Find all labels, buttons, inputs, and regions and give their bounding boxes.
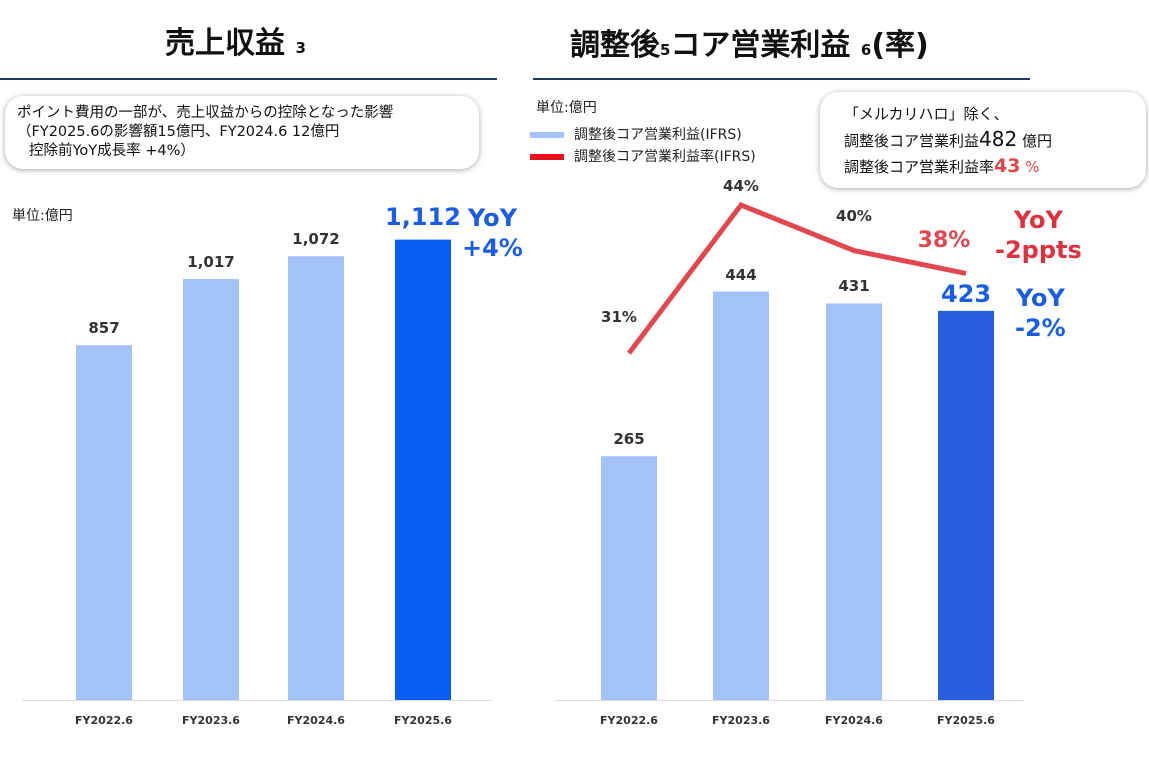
data-label: 1,112 <box>385 202 461 231</box>
data-label: 1,017 <box>187 252 235 271</box>
data-label: 1,072 <box>292 230 340 249</box>
data-label: 423 <box>940 279 992 308</box>
x-tick-label: FY2025.6 <box>394 714 452 727</box>
x-tick-label: FY2024.6 <box>825 714 883 727</box>
x-tick-label: FY2023.6 <box>712 714 770 727</box>
core-op-title: 調整後5コア営業利益 6(率) <box>570 28 929 63</box>
bar-FY2023.6 <box>713 291 769 700</box>
rate-yoy: YoY -2ppts <box>995 206 1082 264</box>
revenue-yoy: YoY +4% <box>462 204 523 262</box>
bar-FY2022.6 <box>601 456 657 700</box>
data-label: 444 <box>725 265 757 284</box>
legend: 調整後コア営業利益(IFRS) 調整後コア営業利益率(IFRS) <box>530 124 756 168</box>
x-tick-label: FY2024.6 <box>287 714 345 727</box>
title-rule <box>533 78 1030 80</box>
bar-FY2024.6 <box>288 256 344 700</box>
bar-FY2023.6 <box>183 278 239 700</box>
bar-FY2024.6 <box>826 303 882 700</box>
x-tick-label: FY2025.6 <box>937 714 995 727</box>
legend-item-line: 調整後コア営業利益率(IFRS) <box>530 146 756 168</box>
unit-label: 単位:億円 <box>536 100 597 116</box>
data-label: 265 <box>613 430 645 449</box>
bar-FY2025.6 <box>395 239 451 700</box>
data-label: 431 <box>838 277 870 296</box>
legend-item-bar: 調整後コア営業利益(IFRS) <box>530 124 756 146</box>
title-rule <box>0 78 497 80</box>
x-axis <box>555 700 1025 701</box>
rate-label: 40% <box>836 206 872 225</box>
x-tick-label: FY2023.6 <box>182 714 240 727</box>
rate-label: 38% <box>917 228 971 254</box>
bar-FY2022.6 <box>76 345 132 700</box>
op-yoy: YoY -2% <box>1015 284 1066 342</box>
unit-label: 単位:億円 <box>12 208 73 224</box>
bar-FY2025.6 <box>938 310 994 700</box>
revenue-title: 売上収益 3 <box>165 26 306 61</box>
x-tick-label: FY2022.6 <box>75 714 133 727</box>
x-tick-label: FY2022.6 <box>600 714 658 727</box>
revenue-callout: ポイント費用の一部が、売上収益からの控除となった影響 （FY2025.6の影響額1… <box>5 96 479 169</box>
haro-callout: 「メルカリハロ」除く、 調整後コア営業利益482 億円 調整後コア営業利益率43… <box>820 92 1146 188</box>
rate-label: 31% <box>601 308 637 327</box>
x-axis <box>22 700 492 701</box>
data-label: 857 <box>88 319 120 338</box>
rate-line <box>627 201 967 355</box>
rate-label: 44% <box>723 177 759 195</box>
